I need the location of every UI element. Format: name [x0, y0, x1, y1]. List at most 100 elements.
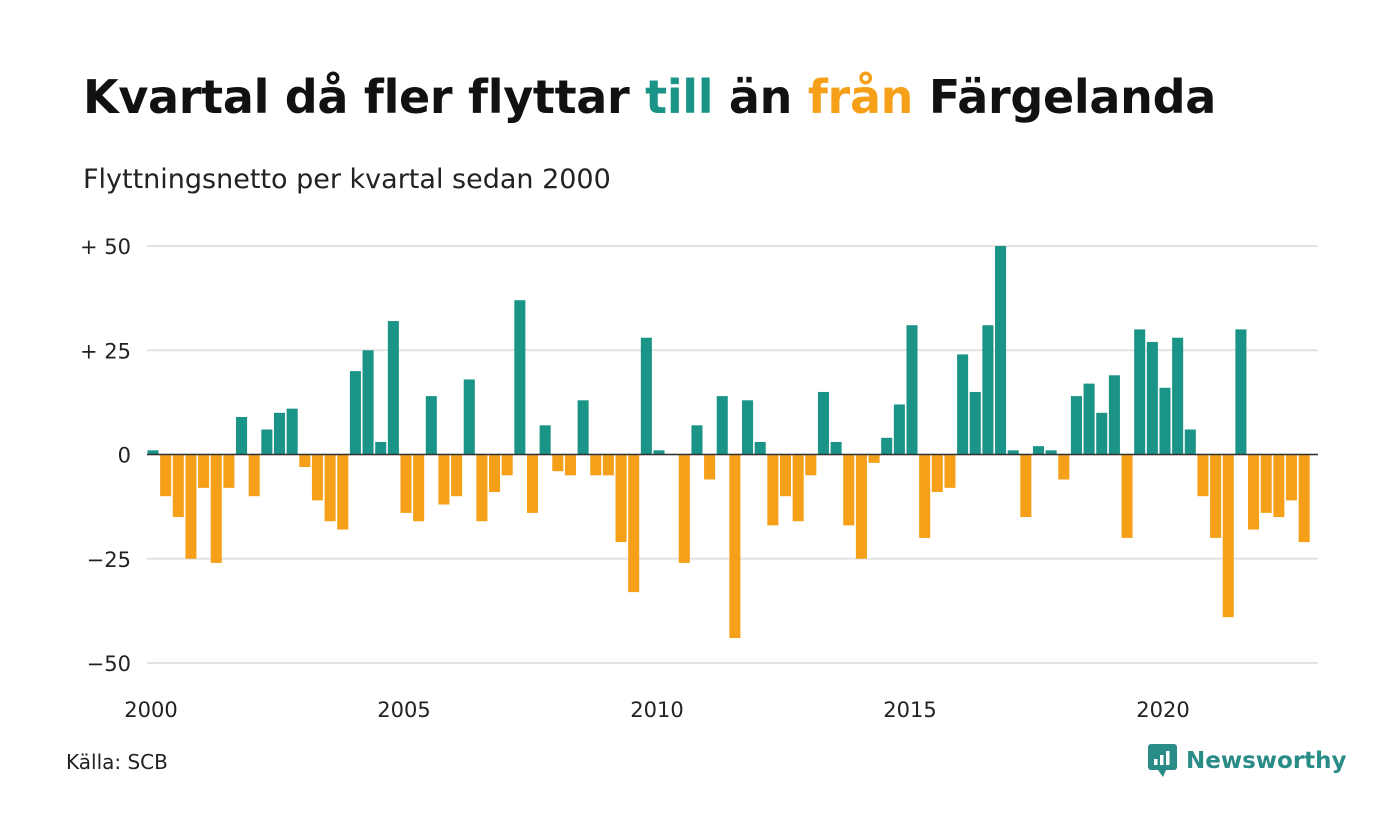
bar	[691, 425, 703, 455]
bar	[1096, 412, 1108, 455]
bar	[1020, 454, 1032, 518]
bar	[324, 454, 336, 522]
bar	[387, 321, 399, 455]
bar	[210, 454, 222, 563]
bars	[147, 246, 1318, 638]
bar	[754, 441, 766, 455]
bar	[830, 441, 842, 455]
bar	[489, 454, 501, 493]
title-text-1: Kvartal då fler flyttar	[83, 70, 646, 124]
bar	[185, 454, 197, 559]
bar	[868, 454, 880, 463]
bar	[514, 300, 526, 455]
bar	[1121, 454, 1133, 538]
bar	[248, 454, 260, 497]
bar	[855, 454, 867, 559]
bar	[273, 412, 286, 455]
bar	[1197, 454, 1209, 497]
bar	[1070, 396, 1082, 455]
bar	[893, 404, 905, 455]
bar	[628, 454, 640, 593]
bar	[299, 454, 311, 468]
bar	[716, 396, 728, 455]
bar	[1260, 454, 1272, 513]
bar	[438, 454, 450, 505]
bar	[792, 454, 804, 522]
bar	[881, 437, 893, 455]
bar	[590, 454, 602, 476]
bar	[362, 350, 374, 455]
bar	[223, 454, 235, 488]
bar	[172, 454, 184, 518]
bar	[1159, 387, 1171, 455]
bar	[236, 416, 248, 455]
y-tick-label: −50	[87, 652, 131, 676]
bar	[742, 400, 754, 455]
bar	[1273, 454, 1285, 518]
bar	[1285, 454, 1298, 501]
bar	[160, 454, 172, 497]
bar	[400, 454, 412, 513]
bar	[1032, 446, 1045, 455]
bar	[653, 450, 665, 455]
bar	[1083, 383, 1095, 455]
bar	[476, 454, 488, 522]
bar	[729, 454, 741, 638]
bar	[1210, 454, 1222, 538]
bar	[944, 454, 956, 488]
y-tick-label: 0	[118, 444, 131, 468]
bar	[463, 379, 475, 455]
y-tick-label: −25	[87, 548, 131, 572]
bar	[805, 454, 817, 476]
bar	[539, 425, 551, 455]
bar	[1248, 454, 1260, 530]
bar	[1007, 450, 1019, 455]
title-text-2: än	[713, 70, 808, 124]
x-tick-label: 2010	[630, 698, 683, 722]
bar	[957, 354, 969, 455]
bar	[1045, 450, 1057, 455]
bar	[198, 454, 210, 488]
bar	[413, 454, 425, 522]
bar	[995, 246, 1007, 455]
brand-name: Newsworthy	[1186, 748, 1347, 774]
bar	[817, 391, 829, 455]
y-tick-label: + 50	[80, 235, 131, 259]
bar	[349, 371, 361, 455]
bar	[1235, 329, 1247, 455]
newsworthy-logo-icon	[1148, 744, 1177, 777]
bar	[564, 454, 576, 476]
source-note: Källa: SCB	[66, 750, 168, 774]
brand-logo: Newsworthy	[1148, 744, 1347, 778]
bar	[425, 396, 437, 455]
bar	[678, 454, 690, 563]
bar-chart: + 50 + 25 0 −25 −50 2000 2005 2010 2015 2020	[80, 235, 1318, 722]
bar	[526, 454, 539, 513]
bar	[704, 454, 716, 480]
bar	[451, 454, 463, 497]
bar	[843, 454, 855, 526]
x-tick-label: 2015	[883, 698, 936, 722]
bar	[1146, 341, 1158, 455]
y-axis-ticks: + 50 + 25 0 −25 −50	[80, 235, 131, 676]
title-highlight-in: till	[645, 70, 714, 124]
title-text-3: Färgelanda	[913, 70, 1216, 124]
bar	[982, 325, 994, 455]
bar	[1222, 454, 1234, 618]
bar	[615, 454, 627, 543]
bar	[375, 441, 387, 455]
bar	[919, 454, 931, 538]
bar	[147, 450, 159, 455]
bar	[1172, 337, 1184, 455]
y-tick-label: + 25	[80, 339, 131, 363]
bar	[577, 400, 589, 455]
bar	[906, 325, 918, 455]
bar	[501, 454, 513, 476]
bar	[337, 454, 349, 530]
bar	[931, 454, 943, 493]
bar	[969, 391, 981, 455]
x-tick-label: 2005	[377, 698, 430, 722]
bar	[640, 337, 652, 455]
bar	[311, 454, 323, 501]
bar	[261, 429, 273, 455]
